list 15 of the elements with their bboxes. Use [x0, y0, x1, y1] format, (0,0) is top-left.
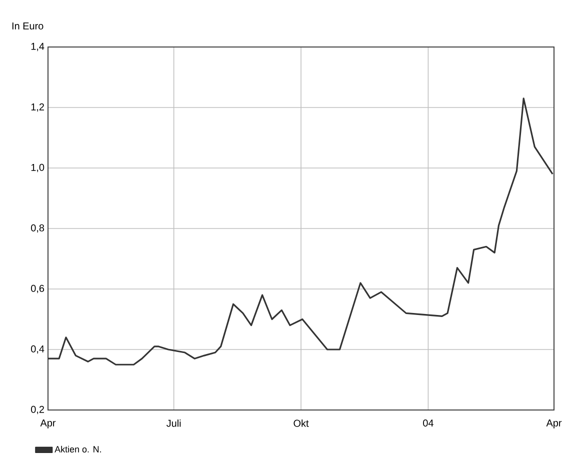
- y-tick-label: 1,0: [31, 164, 44, 172]
- y-tick-label: 0,2: [31, 406, 44, 414]
- x-tick-label: 04: [423, 420, 434, 427]
- y-tick-label: 0,4: [31, 345, 44, 354]
- y-tick-label: 1,2: [31, 103, 44, 112]
- y-tick-label: 1,4: [31, 42, 44, 52]
- x-tick-label: Apr: [40, 420, 56, 428]
- y-tick-label: 0,8: [31, 224, 44, 233]
- legend-label: Aktien o. N.: [54, 446, 101, 452]
- y-tick-label: 0,6: [31, 284, 44, 294]
- x-tick-label: Okt: [294, 420, 309, 427]
- x-tick-label: Juli: [166, 420, 181, 427]
- y-axis-title: In Euro: [12, 22, 44, 30]
- x-tick-label: Apr: [546, 420, 562, 428]
- line-series: [48, 98, 554, 366]
